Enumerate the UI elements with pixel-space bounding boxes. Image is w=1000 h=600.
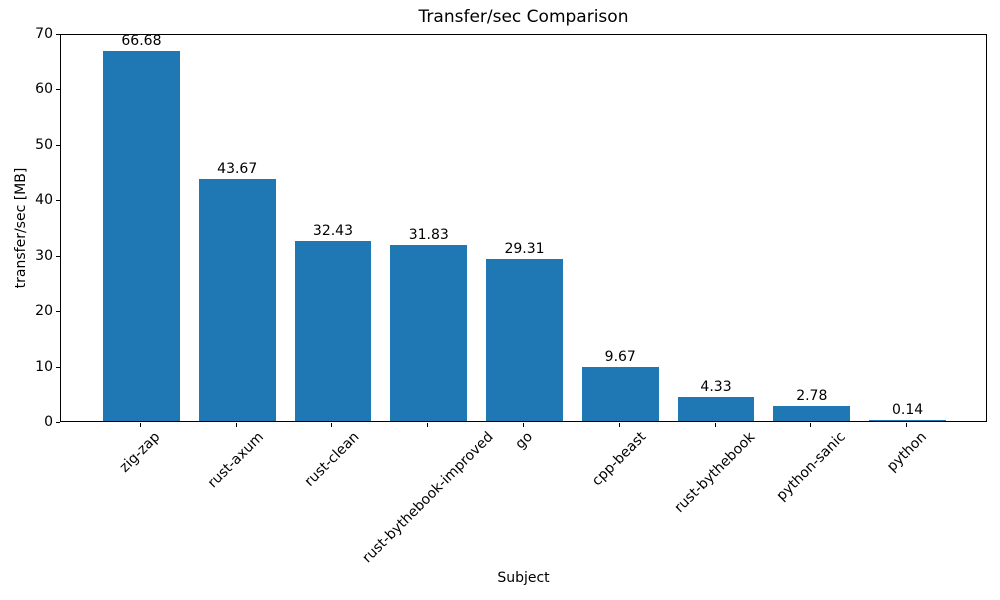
x-tick-mark — [235, 423, 237, 427]
x-axis-label: Subject — [497, 570, 550, 586]
bar-rust-bythebook — [677, 397, 755, 421]
x-tick-label-zig-zap: zig-zap — [117, 429, 164, 476]
x-tick-label-python-sanic: python-sanic — [773, 428, 849, 505]
x-tick-label-rust-bythebook-improved: rust-bythebook-improved — [359, 429, 497, 567]
bar-value-label: 9.67 — [604, 349, 636, 366]
bar-value-label: 2.78 — [796, 387, 828, 404]
y-tick-mark — [56, 366, 60, 368]
bar-rust-bythebook-improved — [390, 244, 468, 421]
x-tick-mark — [618, 423, 620, 427]
x-tick-label-cpp-beast: cpp-beast — [589, 428, 650, 490]
y-tick-label: 20 — [35, 303, 53, 320]
bar-rust-axum — [198, 178, 276, 421]
bar-value-label: 31.83 — [408, 226, 449, 243]
y-tick-mark — [56, 200, 60, 202]
y-tick-label: 0 — [44, 414, 53, 430]
x-tick-mark — [810, 423, 812, 427]
x-tick-label-rust-axum: rust-axum — [205, 429, 268, 492]
bar-value-label: 0.14 — [891, 402, 924, 418]
x-tick-mark — [714, 423, 716, 427]
x-tick-label-python: python — [883, 429, 930, 475]
x-tick-mark — [331, 423, 333, 427]
bar-value-label: 32.43 — [312, 223, 354, 240]
y-tick-mark — [56, 89, 60, 91]
x-tick-label-rust-clean: rust-clean — [301, 428, 363, 490]
bar-value-label: 43.67 — [217, 160, 258, 177]
y-tick-mark — [56, 144, 60, 146]
y-tick-label: 40 — [35, 192, 53, 209]
bar-python — [869, 420, 946, 421]
bar-zig-zap — [103, 51, 180, 421]
x-tick-mark — [427, 423, 429, 427]
bar-value-label: 29.31 — [504, 240, 545, 257]
x-tick-mark — [906, 423, 908, 427]
bar-cpp-beast — [581, 367, 659, 421]
chart-title: Transfer/sec Comparison — [418, 7, 629, 27]
y-tick-mark — [56, 255, 60, 257]
y-tick-mark — [56, 311, 60, 313]
x-tick-label-rust-bythebook: rust-bythebook — [671, 429, 759, 516]
y-axis-label: transfer/sec [MB] — [13, 167, 29, 289]
bar-go — [486, 258, 563, 421]
y-tick-label: 60 — [35, 81, 53, 98]
y-tick-label: 30 — [35, 247, 53, 264]
y-tick-label: 10 — [35, 358, 53, 375]
bar-value-label: 4.33 — [700, 379, 732, 395]
x-tick-mark — [139, 423, 141, 427]
bar-rust-clean — [294, 241, 372, 421]
bar-python-sanic — [773, 405, 851, 421]
plot-area: 66.68 43.67 32.43 31.83 29.31 9.67 4.33 2.78 0.1… — [60, 33, 987, 422]
y-tick-label: 50 — [35, 136, 53, 153]
bar-value-label: 66.68 — [121, 33, 162, 50]
y-tick-mark — [56, 34, 60, 35]
y-tick-label: 70 — [35, 26, 53, 42]
x-tick-label-go: go — [511, 428, 536, 453]
y-tick-mark — [56, 422, 60, 423]
x-tick-mark — [523, 423, 524, 427]
